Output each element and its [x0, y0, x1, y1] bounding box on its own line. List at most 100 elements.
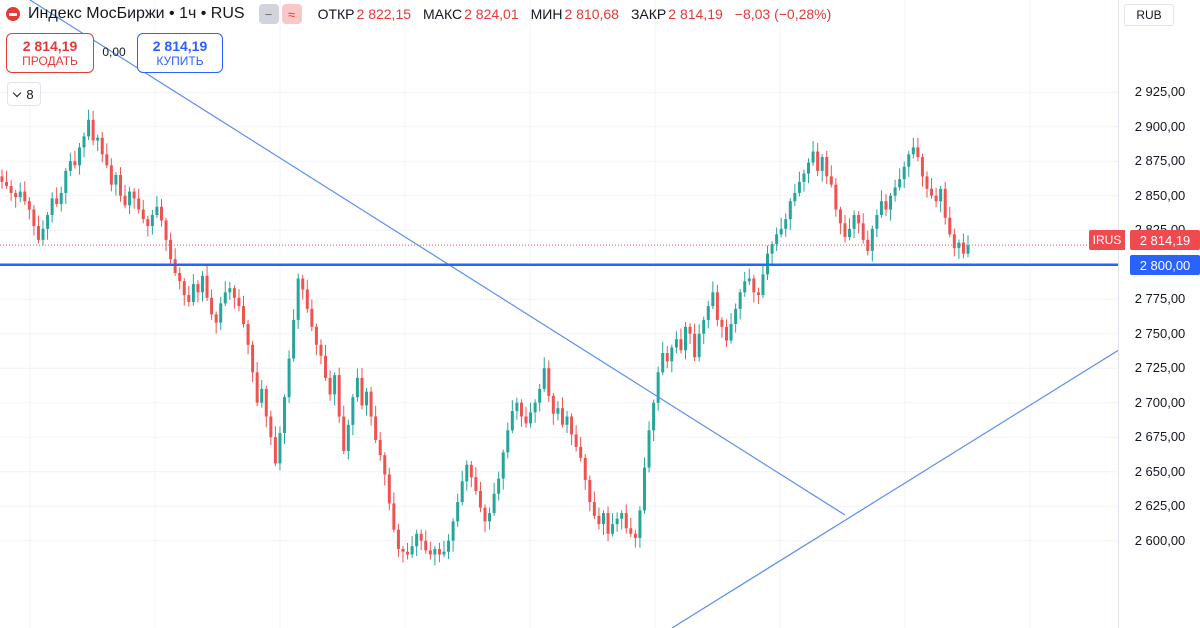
candle-body [437, 548, 441, 555]
candle-body [952, 234, 956, 249]
candle-body [474, 477, 478, 492]
candle-body [720, 319, 724, 327]
candle-body [670, 347, 674, 362]
candle-body [433, 548, 437, 555]
indicators-toggle-button[interactable]: 8 [7, 82, 41, 106]
approx-icon[interactable]: ≈ [281, 4, 302, 24]
candle-body [396, 529, 400, 549]
candle-body [930, 188, 934, 196]
candle-body [355, 377, 359, 398]
candle-body [419, 533, 423, 541]
candle-body [601, 513, 605, 525]
candle-body [41, 228, 45, 240]
price-tick-label: 2 625,00 [1134, 498, 1186, 514]
level-price-tag: 2 800,00 [1130, 255, 1200, 275]
candle-body [269, 416, 273, 438]
candle-body [756, 292, 760, 296]
chevron-down-icon [13, 88, 22, 97]
candle-body [328, 377, 332, 395]
price-axis[interactable] [1118, 0, 1200, 628]
candle-body [843, 223, 847, 238]
buy-button[interactable]: 2 814,19 КУПИТЬ [137, 33, 223, 73]
price-tick-label: 2 675,00 [1134, 429, 1186, 445]
price-tick-label: 2 900,00 [1134, 118, 1186, 134]
candle-body [232, 288, 236, 298]
candle-body [46, 215, 50, 229]
candle-body [683, 326, 687, 351]
candle-body [501, 452, 505, 479]
candle-body [551, 395, 555, 414]
candle-body [510, 410, 514, 431]
candle-body [383, 455, 387, 475]
candle-body [547, 368, 551, 396]
sell-button[interactable]: 2 814,19 ПРОДАТЬ [6, 33, 94, 73]
minus-icon[interactable]: − [258, 4, 279, 24]
candle-body [132, 191, 136, 199]
candle-body [838, 209, 842, 224]
candle-body [652, 402, 656, 431]
candle-body [278, 433, 282, 464]
candle-body [73, 161, 77, 166]
high-label: МАКС [423, 6, 463, 22]
candle-body [314, 326, 318, 345]
high-value: 2 824,01 [464, 6, 519, 22]
candle-body [342, 416, 346, 451]
candle-body [200, 275, 204, 293]
candle-body [210, 297, 214, 315]
indicators-count: 8 [26, 86, 34, 102]
candle-body [469, 464, 473, 478]
candle-body [788, 201, 792, 220]
candle-body [283, 397, 287, 434]
trendline-descending [29, 0, 846, 516]
candle-body [191, 284, 195, 302]
candle-body [137, 198, 141, 210]
candle-body [14, 192, 18, 198]
candle-body [802, 173, 806, 182]
candle-body [911, 147, 915, 155]
candle-body [205, 275, 209, 298]
candle-body [661, 353, 665, 373]
drawings [0, 0, 1131, 628]
candle-body [879, 201, 883, 216]
candle-body [18, 191, 22, 198]
candle-body [251, 344, 255, 373]
candle-body [246, 324, 250, 345]
candle-body [633, 533, 637, 538]
spread-value: 0,00 [102, 45, 126, 59]
price-tick-label: 2 875,00 [1134, 153, 1186, 169]
currency-selector[interactable]: RUB [1124, 4, 1174, 26]
candle-body [825, 157, 829, 177]
candle-body [155, 206, 159, 216]
candle-body [574, 434, 578, 447]
candle-body [620, 513, 624, 519]
candle-body [542, 368, 546, 389]
candle-body [761, 274, 765, 296]
candle-body [260, 388, 264, 403]
candle-body [23, 191, 27, 202]
candle-body [164, 220, 168, 240]
candle-body [829, 176, 833, 185]
last-price-tag: 2 814,19 [1130, 230, 1200, 250]
candle-body [460, 481, 464, 503]
candle-body [36, 226, 40, 240]
candle-body [893, 187, 897, 196]
trendline-ascending [671, 342, 1131, 628]
symbol-title[interactable]: Индекс МосБиржи • 1ч • RUS [28, 5, 245, 22]
candle-body [966, 245, 970, 254]
candle-body [406, 551, 410, 555]
candle-body [665, 353, 669, 362]
candle-body [565, 416, 569, 425]
candle-body [902, 166, 906, 180]
candle-body [319, 344, 323, 356]
candle-body [702, 319, 706, 334]
candle-body [775, 234, 779, 244]
candle-body [141, 209, 145, 220]
candle-body [150, 215, 154, 227]
candle-body [32, 209, 36, 227]
candle-body [374, 416, 378, 440]
candle-body [807, 162, 811, 174]
candle-body [898, 179, 902, 188]
candle-body [5, 181, 9, 187]
candle-body [100, 137, 104, 155]
